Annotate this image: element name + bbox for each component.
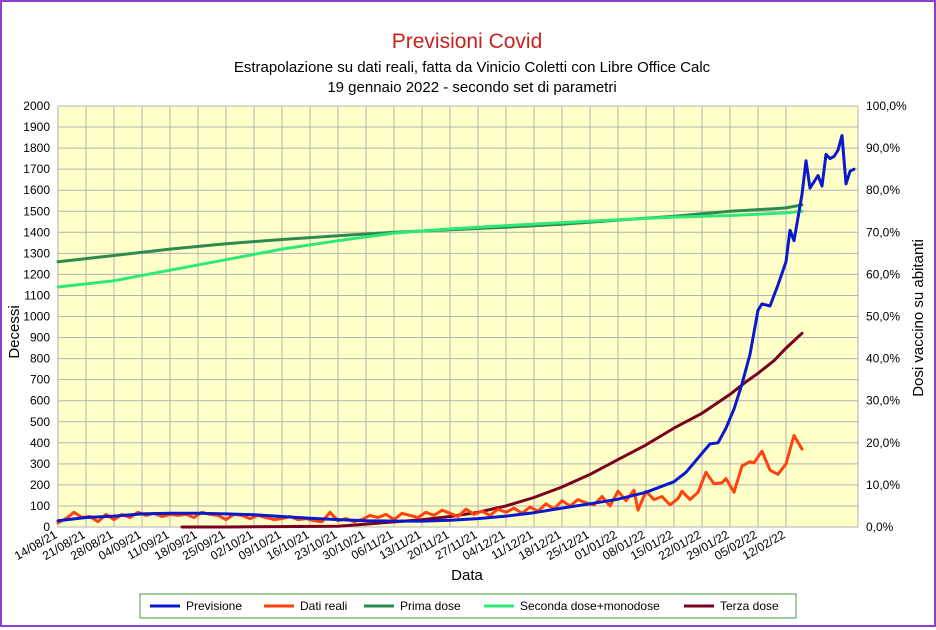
y-tick-label: 500 bbox=[30, 415, 50, 429]
y-tick-label: 2000 bbox=[23, 99, 50, 113]
right-axis-ticks: 0,0% 10,0% 20,0% 30,0% 40,0% 50,0% 60,0% 70,0% 8… bbox=[866, 99, 907, 534]
series-lines bbox=[56, 134, 856, 529]
x-axis-title: Data bbox=[451, 567, 483, 584]
y-tick-label: 1400 bbox=[23, 225, 50, 239]
grid-lines bbox=[57, 105, 858, 528]
y-tick-label: 800 bbox=[30, 352, 50, 366]
chart-title: Previsioni Covid bbox=[392, 30, 543, 53]
legend-item: Prima dose bbox=[364, 599, 461, 613]
chart-subtitle-line-1: Estrapolazione su dati reali, fatta da V… bbox=[234, 59, 711, 76]
chart-subtitle-line-2: 19 gennaio 2022 - secondo set di paramet… bbox=[327, 79, 616, 96]
y2-tick-label: 0,0% bbox=[866, 520, 894, 534]
y2-tick-label: 30,0% bbox=[866, 394, 900, 408]
series-line-terza-dose bbox=[180, 331, 804, 529]
y2-tick-label: 40,0% bbox=[866, 352, 900, 366]
series-line-prima-dose bbox=[56, 203, 804, 264]
legend-item: Terza dose bbox=[684, 599, 779, 613]
y-tick-label: 1600 bbox=[23, 183, 50, 197]
legend-label: Prima dose bbox=[400, 599, 461, 613]
y-tick-label: 1000 bbox=[23, 310, 50, 324]
legend-item: Previsione bbox=[150, 599, 242, 613]
y2-tick-label: 50,0% bbox=[866, 310, 900, 324]
y2-tick-label: 80,0% bbox=[866, 183, 900, 197]
y2-tick-label: 90,0% bbox=[866, 141, 900, 155]
y-tick-label: 1100 bbox=[24, 288, 50, 302]
y-tick-label: 700 bbox=[30, 373, 50, 387]
y-axis-title: Decessi bbox=[6, 305, 23, 358]
y-tick-label: 100 bbox=[30, 499, 50, 513]
series-line-seconda-dose-monodose bbox=[56, 209, 804, 289]
legend: Previsione Dati reali Prima dose Seconda do… bbox=[150, 599, 779, 613]
legend-label: Seconda dose+monodose bbox=[520, 599, 660, 613]
left-axis-ticks: 0 100 200 300 400 500 600 700 800 900 1000 1100 1200… bbox=[23, 99, 50, 534]
legend-item: Dati reali bbox=[264, 599, 347, 613]
legend-label: Previsione bbox=[186, 599, 242, 613]
y2-axis-title: Dosi vaccino su abitanti bbox=[910, 239, 927, 397]
y-tick-label: 1300 bbox=[23, 246, 50, 260]
y2-tick-label: 10,0% bbox=[866, 478, 900, 492]
y-tick-label: 600 bbox=[30, 394, 50, 408]
y-tick-label: 1700 bbox=[23, 162, 50, 176]
y2-tick-label: 20,0% bbox=[866, 436, 900, 450]
y-tick-label: 1200 bbox=[23, 267, 50, 281]
x-axis-ticks: 14/08/2121/08/2128/08/2104/09/2111/09/21… bbox=[12, 527, 788, 563]
y2-tick-label: 60,0% bbox=[866, 267, 900, 281]
y-tick-label: 200 bbox=[30, 478, 50, 492]
y-tick-label: 900 bbox=[30, 331, 50, 345]
legend-label: Terza dose bbox=[720, 599, 779, 613]
y-tick-label: 0 bbox=[43, 520, 50, 534]
y-tick-label: 300 bbox=[30, 457, 50, 471]
y-tick-label: 1800 bbox=[23, 141, 50, 155]
y2-tick-label: 70,0% bbox=[866, 225, 900, 239]
series-line-previsione bbox=[56, 134, 856, 523]
legend-label: Dati reali bbox=[300, 599, 347, 613]
legend-item: Seconda dose+monodose bbox=[484, 599, 660, 613]
y-tick-label: 1500 bbox=[23, 204, 50, 218]
y-tick-label: 400 bbox=[30, 436, 50, 450]
y-tick-label: 1900 bbox=[23, 120, 50, 134]
y2-tick-label: 100,0% bbox=[866, 99, 907, 113]
